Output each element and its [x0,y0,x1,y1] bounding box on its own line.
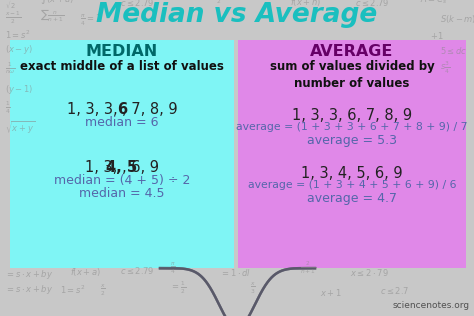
Text: 1, 3, 4, 5, 6, 9: 1, 3, 4, 5, 6, 9 [301,166,403,181]
Text: average = 5.3: average = 5.3 [307,134,397,147]
Text: , 7, 8, 9: , 7, 8, 9 [122,102,178,117]
Text: $A = C_s$: $A = C_s$ [420,0,447,6]
Text: $c \leq 2.79$: $c \leq 2.79$ [120,265,154,276]
Text: $(x-y)$: $(x-y)$ [5,43,33,56]
Text: average = (1 + 3 + 3 + 6 + 7 + 8 + 9) / 7: average = (1 + 3 + 3 + 6 + 7 + 8 + 9) / … [236,122,468,132]
Text: $\frac{\pi}{4} = 1$: $\frac{\pi}{4} = 1$ [80,13,101,28]
Text: $\frac{x-1}{2}$: $\frac{x-1}{2}$ [5,9,21,26]
Text: $\frac{2}{n+1}$: $\frac{2}{n+1}$ [300,260,317,276]
Text: AVERAGE: AVERAGE [310,44,394,59]
Text: $f(x+n)$: $f(x+n)$ [290,0,321,8]
Text: sciencenotes.org: sciencenotes.org [393,301,470,310]
Text: $S(k-m)^2$: $S(k-m)^2$ [440,13,474,26]
Text: $+ 1$: $+ 1$ [430,30,444,41]
Text: Median vs Average: Median vs Average [96,2,378,28]
Text: median = (4 + 5) ÷ 2: median = (4 + 5) ÷ 2 [54,174,190,187]
Text: exact middle of a list of values: exact middle of a list of values [20,60,224,73]
Text: $= \frac{1}{2}$: $= \frac{1}{2}$ [170,280,186,296]
Text: sum of values divided by
number of values: sum of values divided by number of value… [270,60,434,90]
Text: $\sum \frac{n}{n+1}$: $\sum \frac{n}{n+1}$ [40,7,64,24]
Text: $= s \cdot x + by$: $= s \cdot x + by$ [5,268,53,281]
Text: 1, 3, 3, 6, 7, 8, 9: 1, 3, 3, 6, 7, 8, 9 [292,108,412,123]
Text: $\frac{1}{\sqrt{2}}$: $\frac{1}{\sqrt{2}}$ [5,0,17,11]
Text: $\sqrt{x+y}$: $\sqrt{x+y}$ [5,119,35,136]
Text: $5 \leq dc$: $5 \leq dc$ [440,45,467,56]
Text: average = (1 + 3 + 4 + 5 + 6 + 9) / 6: average = (1 + 3 + 4 + 5 + 6 + 9) / 6 [248,180,456,190]
Text: $f(x+a)$: $f(x+a)$ [70,266,101,278]
Text: median = 6: median = 6 [85,116,159,129]
Text: $= 1 \cdot dl$: $= 1 \cdot dl$ [220,267,251,278]
Text: , 6, 9: , 6, 9 [122,160,159,175]
Text: $\frac{x}{2}$: $\frac{x}{2}$ [100,283,106,298]
Text: $1 = s^2$: $1 = s^2$ [60,283,85,296]
Text: $\int(x+a)^n$: $\int(x+a)^n$ [40,0,79,6]
Text: $\frac{1}{4}$: $\frac{1}{4}$ [5,100,11,116]
Text: $(y-1)$: $(y-1)$ [5,83,33,96]
Text: 6: 6 [117,102,127,117]
Text: $= s \cdot x + by$: $= s \cdot x + by$ [5,283,53,296]
Text: $\frac{1}{n\omega}$: $\frac{1}{n\omega}$ [5,61,16,76]
Text: $c \leq 2.7$: $c \leq 2.7$ [380,285,409,296]
Text: $1 = s^2$: $1 = s^2$ [5,29,30,41]
Text: $c \leq 2.79$: $c \leq 2.79$ [120,0,154,8]
Text: 4, 5: 4, 5 [107,160,137,175]
Text: $A = \frac{1}{2}bh$: $A = \frac{1}{2}bh$ [200,0,233,6]
Text: 1, 3,: 1, 3, [85,160,122,175]
FancyBboxPatch shape [10,40,234,268]
Text: average = 4.7: average = 4.7 [307,192,397,205]
Text: $s\frac{3}{4}$: $s\frac{3}{4}$ [440,60,450,76]
Text: $c \leq 2.79$: $c \leq 2.79$ [355,0,389,8]
FancyBboxPatch shape [238,40,466,268]
Text: median = 4.5: median = 4.5 [79,187,165,200]
Text: $x \leq 2 \cdot 79$: $x \leq 2 \cdot 79$ [350,267,389,278]
Text: $\frac{\pi}{4}$: $\frac{\pi}{4}$ [170,261,176,276]
Text: $x + 1$: $x + 1$ [320,287,342,298]
Text: 1, 3, 3,: 1, 3, 3, [67,102,122,117]
Text: MEDIAN: MEDIAN [86,44,158,59]
Text: $\frac{x}{3}$: $\frac{x}{3}$ [250,281,256,296]
